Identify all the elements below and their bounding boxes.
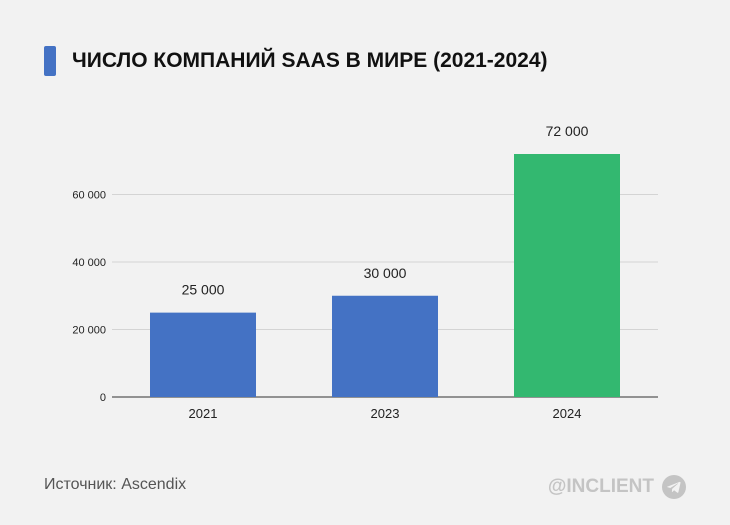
x-tick-label: 2023 <box>371 406 400 421</box>
brand: @INCLIENT <box>548 474 686 500</box>
telegram-icon <box>662 475 686 499</box>
y-tick-label: 0 <box>100 392 106 404</box>
x-tick-label: 2021 <box>189 406 218 421</box>
y-tick-label: 60 000 <box>72 190 106 202</box>
bar-2024 <box>514 154 620 397</box>
chart-title: ЧИСЛО КОМПАНИЙ SAAS В МИРЕ (2021-2024) <box>72 49 548 72</box>
data-label: 25 000 <box>182 282 225 298</box>
data-label: 72 000 <box>546 123 589 139</box>
x-tick-label: 2024 <box>553 406 582 421</box>
source-note: Источник: Ascendix <box>44 476 187 493</box>
title-marker <box>44 46 56 76</box>
brand-handle: @INCLIENT <box>547 476 654 497</box>
y-tick-label: 40 000 <box>72 257 106 269</box>
data-label: 30 000 <box>364 265 407 281</box>
bar-2021 <box>150 312 256 397</box>
bar-2023 <box>332 295 438 397</box>
y-tick-label: 20 000 <box>72 325 106 337</box>
